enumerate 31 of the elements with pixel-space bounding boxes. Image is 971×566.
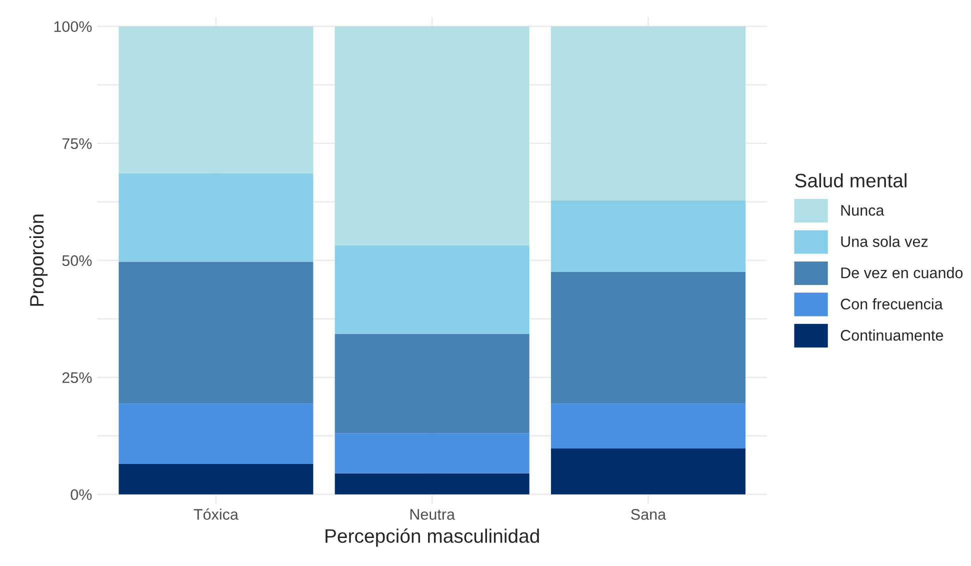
bar xyxy=(118,404,314,464)
bar xyxy=(550,26,746,200)
x-tick-label: Sana xyxy=(631,509,666,520)
bar xyxy=(334,334,530,434)
legend-label: Continuamente xyxy=(840,330,944,341)
y-axis-title: Proporción xyxy=(29,214,48,306)
x-axis-title: Percepción masculinidad xyxy=(326,528,539,547)
y-tick-label: 0% xyxy=(70,489,92,500)
bar xyxy=(550,200,746,272)
bar xyxy=(334,433,530,474)
y-tick-label: 100% xyxy=(54,21,92,32)
bar xyxy=(550,404,746,449)
y-tick-label: 50% xyxy=(62,255,92,266)
x-tick-label: Tóxica xyxy=(194,508,238,520)
bar xyxy=(550,448,746,494)
legend-label: Una sola vez xyxy=(841,236,928,247)
legend-label: De vez en cuando xyxy=(841,267,963,278)
x-tick-label: Neutra xyxy=(410,509,456,520)
bar xyxy=(334,245,530,334)
legend-label: Con frecuencia xyxy=(840,298,943,310)
bar xyxy=(334,26,530,246)
bar xyxy=(550,272,746,404)
legend-title: Salud mental xyxy=(795,173,906,188)
bar xyxy=(118,464,314,494)
bar xyxy=(118,262,314,404)
bar xyxy=(118,26,314,174)
bar xyxy=(118,173,314,262)
y-tick-label: 75% xyxy=(62,138,92,150)
legend-label: Nunca xyxy=(841,205,884,216)
bar xyxy=(334,473,530,494)
y-tick-label: 25% xyxy=(62,372,92,384)
